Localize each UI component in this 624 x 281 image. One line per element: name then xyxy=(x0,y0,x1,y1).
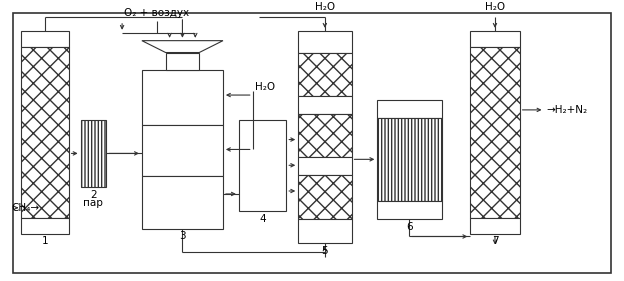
Text: 2: 2 xyxy=(90,190,97,200)
Bar xyxy=(298,219,351,243)
Bar xyxy=(470,31,520,47)
Bar xyxy=(142,176,223,228)
Bar xyxy=(298,96,351,114)
Bar xyxy=(142,70,223,125)
Bar xyxy=(165,53,199,70)
Polygon shape xyxy=(142,41,223,53)
Bar xyxy=(378,118,442,201)
Bar xyxy=(378,100,442,118)
Text: 6: 6 xyxy=(406,222,412,232)
Bar xyxy=(142,125,223,176)
Bar xyxy=(470,218,520,234)
Text: H₂O: H₂O xyxy=(255,82,275,92)
Text: 7: 7 xyxy=(492,236,499,246)
Text: 4: 4 xyxy=(259,214,266,224)
Bar xyxy=(378,201,442,219)
Bar xyxy=(80,120,106,187)
Bar xyxy=(298,157,351,175)
Text: →H₂+N₂: →H₂+N₂ xyxy=(547,105,588,115)
Text: H₂O: H₂O xyxy=(485,2,505,12)
Bar xyxy=(298,31,351,53)
Bar xyxy=(470,47,520,218)
Text: пар: пар xyxy=(84,198,104,208)
Text: 1: 1 xyxy=(42,236,48,246)
Text: 3: 3 xyxy=(179,232,186,241)
Bar xyxy=(21,47,69,218)
Text: O₂ + воздух: O₂ + воздух xyxy=(124,8,189,18)
Text: 5: 5 xyxy=(321,246,328,256)
Bar xyxy=(239,120,286,211)
Bar xyxy=(298,114,351,157)
Bar xyxy=(298,175,351,219)
Text: H₂O: H₂O xyxy=(314,2,335,12)
Text: CH₄→: CH₄→ xyxy=(11,203,39,213)
Bar xyxy=(21,218,69,234)
Bar xyxy=(21,31,69,47)
Bar xyxy=(298,53,351,96)
